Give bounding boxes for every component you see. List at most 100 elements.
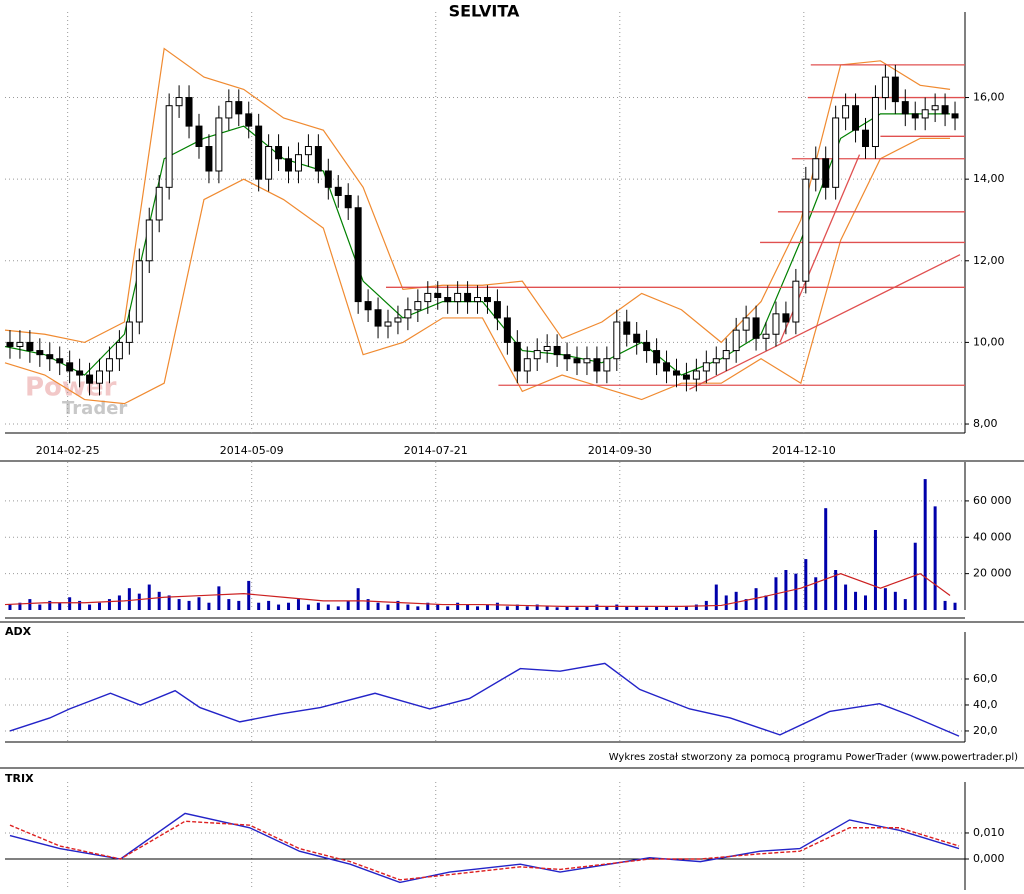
candle-body bbox=[235, 101, 243, 115]
candle-body bbox=[86, 374, 94, 384]
candle-body bbox=[653, 350, 661, 364]
candle-body bbox=[215, 117, 223, 172]
x-tick-label: 2014-09-30 bbox=[588, 444, 652, 457]
candle-body bbox=[434, 292, 442, 299]
volume-bar bbox=[903, 599, 907, 610]
volume-bar bbox=[187, 600, 191, 610]
candle-body bbox=[533, 350, 541, 360]
volume-bar bbox=[68, 597, 72, 610]
candle-body bbox=[911, 113, 919, 119]
x-tick-label: 2014-12-10 bbox=[772, 444, 836, 457]
volume-bar bbox=[326, 604, 330, 610]
volume-bar bbox=[476, 606, 480, 610]
volume-bar bbox=[883, 588, 887, 610]
volume-bar bbox=[485, 604, 489, 610]
volume-bar bbox=[535, 604, 539, 610]
y-tick-label: 20 000 bbox=[973, 567, 1012, 580]
trend-line bbox=[689, 254, 961, 390]
volume-bar bbox=[316, 602, 320, 610]
candle-body bbox=[732, 329, 740, 352]
candle-body bbox=[483, 297, 491, 303]
volume-bar bbox=[127, 588, 131, 610]
volume-bar bbox=[684, 606, 688, 610]
volume-bar bbox=[943, 600, 947, 610]
candle-body bbox=[344, 194, 352, 209]
y-tick-label: 60 000 bbox=[973, 494, 1012, 507]
candle-body bbox=[871, 97, 879, 148]
candle-body bbox=[852, 105, 860, 131]
volume-bar bbox=[107, 599, 111, 610]
y-tick-label: 20,0 bbox=[973, 724, 998, 737]
candle-body bbox=[255, 125, 263, 180]
overlay-line bbox=[4, 47, 951, 344]
volume-bar bbox=[386, 604, 390, 610]
y-tick-label: 40 000 bbox=[973, 530, 1012, 543]
candle-body bbox=[842, 105, 850, 119]
volume-bar bbox=[157, 591, 161, 610]
candle-body bbox=[145, 219, 153, 262]
panel-title: ADX bbox=[5, 625, 32, 638]
volume-bar bbox=[287, 602, 291, 610]
candle-body bbox=[46, 354, 54, 360]
candle-body bbox=[891, 76, 899, 103]
candle-body bbox=[812, 158, 820, 180]
y-tick-label: 40,0 bbox=[973, 698, 998, 711]
volume-bar bbox=[147, 584, 151, 610]
volume-bar bbox=[724, 595, 728, 610]
volume-bar bbox=[575, 607, 579, 610]
volume-bar bbox=[28, 599, 32, 610]
candle-body bbox=[603, 358, 611, 372]
candle-body bbox=[115, 341, 123, 360]
volume-bar bbox=[844, 584, 848, 610]
candle-body bbox=[6, 341, 14, 347]
candle-body bbox=[394, 317, 402, 323]
volume-bar bbox=[794, 573, 798, 610]
x-tick-label: 2014-05-09 bbox=[220, 444, 284, 457]
candle-body bbox=[165, 105, 173, 188]
volume-bar bbox=[336, 606, 340, 610]
candle-body bbox=[105, 358, 113, 372]
candle-body bbox=[96, 370, 103, 384]
candle-body bbox=[792, 280, 800, 323]
candle-body bbox=[513, 341, 521, 372]
volume-bar bbox=[376, 602, 380, 610]
overlay-line bbox=[4, 137, 951, 405]
volume-bar bbox=[277, 604, 281, 610]
candle-body bbox=[354, 207, 362, 303]
volume-bar bbox=[257, 602, 261, 610]
candle-body bbox=[832, 117, 840, 188]
candle-body bbox=[593, 358, 601, 372]
volume-bar bbox=[426, 602, 430, 610]
candle-body bbox=[16, 341, 24, 347]
volume-bar bbox=[247, 580, 251, 610]
volume-bar bbox=[933, 506, 937, 610]
volume-bar bbox=[98, 602, 102, 610]
volume-bar bbox=[635, 606, 639, 610]
volume-bar bbox=[456, 602, 460, 610]
panel-title: TRIX bbox=[5, 772, 34, 785]
candle-body bbox=[633, 333, 641, 343]
watermark-trader: Trader bbox=[62, 398, 127, 419]
volume-bar bbox=[854, 591, 858, 610]
candle-body bbox=[702, 362, 710, 372]
volume-bar bbox=[227, 599, 231, 610]
volume-bar bbox=[366, 599, 370, 610]
candle-body bbox=[155, 186, 163, 221]
y-tick-label: 14,00 bbox=[973, 172, 1005, 185]
volume-bar bbox=[545, 606, 549, 610]
candle-body bbox=[275, 146, 283, 160]
candle-body bbox=[772, 313, 780, 335]
candle-body bbox=[613, 321, 621, 360]
candle-body bbox=[692, 370, 700, 380]
volume-bar bbox=[197, 597, 201, 610]
candle-body bbox=[175, 97, 183, 107]
candle-body bbox=[314, 146, 322, 172]
volume-bar bbox=[665, 606, 669, 610]
volume-bar bbox=[177, 599, 181, 610]
volume-bar bbox=[923, 479, 927, 610]
volume-bar bbox=[824, 508, 828, 610]
candle-body bbox=[125, 321, 133, 343]
candle-body bbox=[205, 146, 213, 172]
volume-bar bbox=[525, 606, 529, 610]
